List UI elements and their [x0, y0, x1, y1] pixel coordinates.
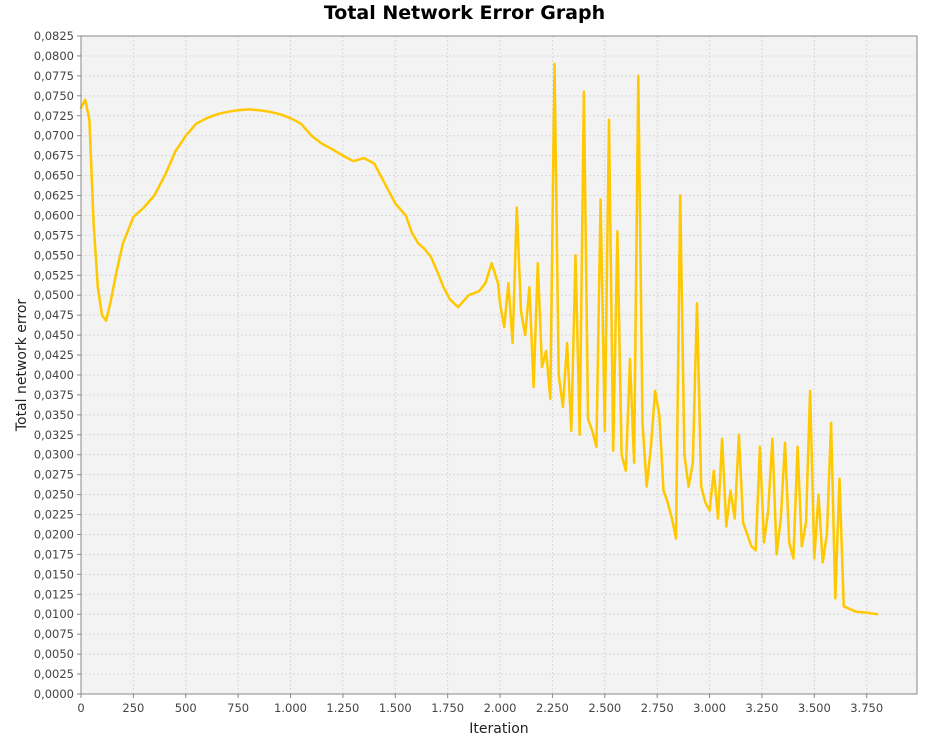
- x-tick-label: 2.000: [484, 701, 517, 715]
- y-tick-label: 0,0300: [34, 448, 74, 462]
- y-tick-label: 0,0250: [34, 488, 74, 502]
- y-tick-label: 0,0125: [34, 587, 74, 601]
- series-layer: [79, 62, 879, 616]
- x-tick-label: 3.750: [850, 701, 883, 715]
- chart-title: Total Network Error Graph: [323, 2, 606, 24]
- y-tick-label: 0,0550: [34, 248, 74, 262]
- y-tick-label: 0,0325: [34, 428, 74, 442]
- plot-frame: [80, 35, 918, 695]
- x-tick-label: 2.500: [588, 701, 621, 715]
- y-tick-label: 0,0600: [34, 208, 74, 222]
- y-tick-label: 0,0575: [34, 228, 74, 242]
- x-tick-label: 1.750: [431, 701, 464, 715]
- y-tick-label: 0,0525: [34, 268, 74, 282]
- x-tick-label: 2.750: [641, 701, 674, 715]
- y-tick-label: 0,0675: [34, 149, 74, 163]
- y-tick-label: 0,0750: [34, 89, 74, 103]
- x-tick-label: 1.000: [274, 701, 307, 715]
- x-tick-label: 3.250: [745, 701, 778, 715]
- y-tick-label: 0,0475: [34, 308, 74, 322]
- series-line-total-network-error: [79, 62, 879, 616]
- y-tick-label: 0,0350: [34, 408, 74, 422]
- y-tick-label: 0,0150: [34, 567, 74, 581]
- x-axis-label: Iteration: [469, 721, 528, 737]
- y-tick-label: 0,0375: [34, 388, 74, 402]
- x-tick-label: 3.500: [798, 701, 831, 715]
- x-tick-label: 1.500: [379, 701, 412, 715]
- y-tick-label: 0,0450: [34, 328, 74, 342]
- y-tick-label: 0,0500: [34, 288, 74, 302]
- x-tick-label: 250: [122, 701, 144, 715]
- y-tick-label: 0,0075: [34, 627, 74, 641]
- x-tick-label: 2.250: [536, 701, 569, 715]
- y-tick-label: 0,0100: [34, 607, 74, 621]
- y-tick-label: 0,0025: [34, 667, 74, 681]
- y-axis-label: Total network error: [14, 299, 30, 433]
- x-tick-label: 1.250: [326, 701, 359, 715]
- y-tick-label: 0,0650: [34, 169, 74, 183]
- y-tick-label: 0,0625: [34, 189, 74, 203]
- y-tick-label: 0,0275: [34, 468, 74, 482]
- y-tick-label: 0,0400: [34, 368, 74, 382]
- y-tick-label: 0,0200: [34, 527, 74, 541]
- y-tick-label: 0,0000: [34, 687, 74, 701]
- y-tick-label: 0,0050: [34, 647, 74, 661]
- y-tick-label: 0,0425: [34, 348, 74, 362]
- plot-area: [81, 36, 917, 694]
- x-tick-label: 0: [77, 701, 84, 715]
- y-axis: 0,0000 0,0025 0,0050 0,0075 0,0100 0,0125 0,01…: [34, 29, 81, 701]
- x-axis: 0 250 500 750 1.000 1.250 1.500 1.750 2.000 2.250…: [77, 694, 883, 715]
- y-tick-label: 0,0800: [34, 49, 74, 63]
- x-tick-label: 3.000: [693, 701, 726, 715]
- x-tick-label: 500: [175, 701, 197, 715]
- y-tick-label: 0,0825: [34, 29, 74, 43]
- x-tick-label: 750: [227, 701, 249, 715]
- y-tick-label: 0,0775: [34, 69, 74, 83]
- y-tick-label: 0,0725: [34, 109, 74, 123]
- y-tick-label: 0,0225: [34, 508, 74, 522]
- y-tick-label: 0,0175: [34, 547, 74, 561]
- y-tick-label: 0,0700: [34, 129, 74, 143]
